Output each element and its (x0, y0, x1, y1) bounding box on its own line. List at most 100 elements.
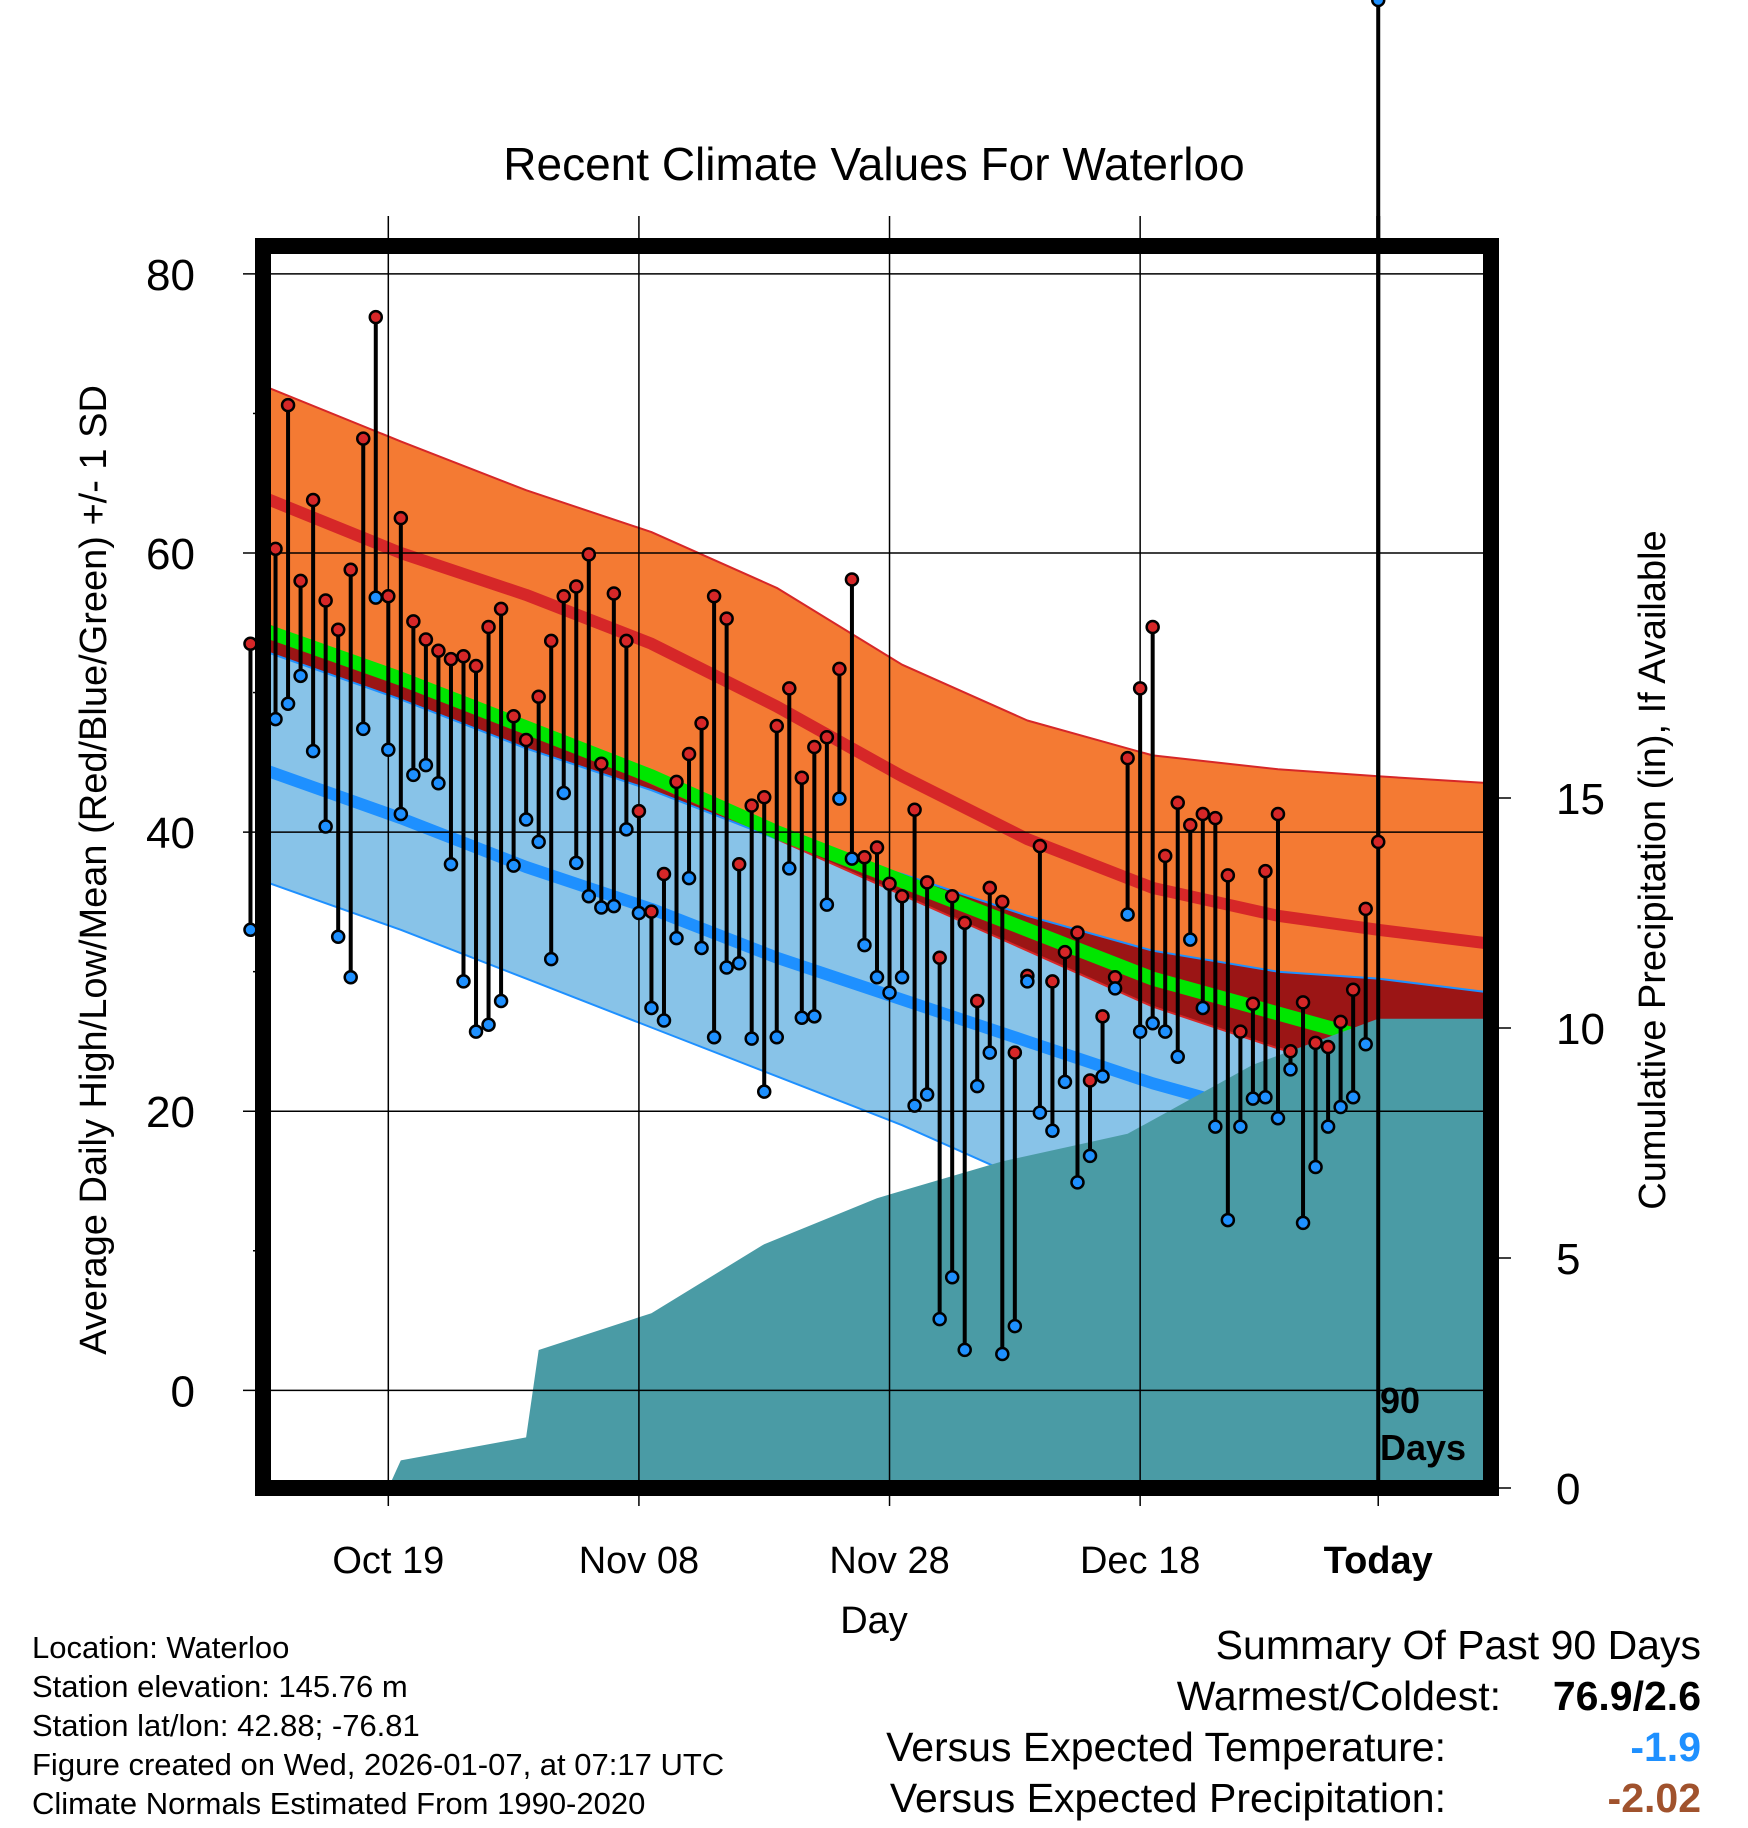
daily-low-point (1183, 932, 1198, 947)
daily-low-point (1145, 1016, 1160, 1031)
daily-low-point (819, 897, 835, 912)
daily-low-point (330, 929, 346, 945)
daily-low-point (431, 776, 446, 791)
daily-low-point (468, 1024, 484, 1039)
daily-high-point (944, 889, 960, 904)
daily-high-point (431, 643, 446, 658)
daily-low-point (995, 1346, 1010, 1362)
info-latlon: Station lat/lon: 42.88; -76.81 (32, 1708, 420, 1743)
daily-low-point (481, 1017, 496, 1032)
daily-low-point (243, 922, 258, 938)
normal-mean-line (263, 623, 1491, 1070)
y2-tick-label: 5 (1556, 1235, 1580, 1284)
daily-low-point (443, 856, 459, 872)
chart-title: Recent Climate Values For Waterloo (503, 138, 1244, 190)
daily-low-point (706, 1030, 722, 1045)
info-location: Location: Waterloo (32, 1630, 290, 1665)
daily-low-point (456, 974, 471, 989)
daily-high-point (355, 431, 371, 446)
daily-low-point (1057, 1074, 1073, 1090)
daily-low-point (944, 1270, 960, 1285)
daily-low-point (556, 785, 571, 801)
daily-low-point (969, 1078, 985, 1094)
daily-low-point (1020, 974, 1035, 989)
daily-high-point (1057, 944, 1073, 960)
y-tick-label: 0 (171, 1367, 195, 1416)
y2-axis-label: Cumulative Precipitation (in), If Availa… (1632, 530, 1674, 1209)
daily-high-point (894, 889, 910, 904)
daily-low-point (719, 960, 734, 975)
daily-high-point (531, 689, 546, 704)
daily-high-point (268, 541, 283, 557)
daily-low-point (581, 889, 597, 904)
daily-high-point (631, 803, 647, 819)
daily-low-point (631, 905, 647, 921)
daily-high-point (1295, 995, 1311, 1010)
daily-low-point (782, 861, 797, 876)
daily-high-point (368, 309, 384, 325)
daily-low-point (493, 993, 509, 1009)
daily-low-point (518, 812, 534, 827)
daily-high-point (594, 756, 609, 771)
daily-high-point (694, 716, 709, 731)
daily-low-point (1345, 1090, 1361, 1105)
daily-low-point (769, 1030, 785, 1045)
high-sd-band (263, 385, 1491, 1098)
daily-high-point (1195, 806, 1211, 822)
high-plus-sd-line (263, 384, 1491, 785)
daily-low-point (1245, 1091, 1261, 1106)
daily-low-point (318, 819, 333, 834)
daily-high-point (293, 573, 308, 589)
daily-high-point (1208, 810, 1223, 826)
daily-low-point (957, 1342, 972, 1358)
daily-high-point (1233, 1024, 1248, 1039)
daily-high-point (1145, 619, 1160, 635)
daily-low-point (894, 969, 910, 985)
daily-high-point (932, 950, 947, 965)
x-tick-label: Today (1324, 1540, 1433, 1582)
daily-high-point (1258, 863, 1273, 879)
daily-low-point (368, 590, 384, 605)
daily-low-point (531, 834, 546, 850)
daily-low-point (1220, 1212, 1236, 1228)
daily-high-point (1345, 982, 1361, 998)
daily-low-point (1333, 1099, 1348, 1115)
warmest-coldest-label: Warmest/Coldest: (1176, 1673, 1501, 1719)
daily-low-point (644, 1000, 659, 1016)
daily-high-point (832, 661, 847, 677)
daily-high-point (393, 510, 409, 526)
precip-departure-value: -2.02 (1607, 1775, 1701, 1821)
daily-high-point (406, 614, 421, 629)
daily-low-point (844, 851, 860, 866)
daily-high-point (1157, 848, 1173, 864)
daily-low-point (1320, 1119, 1336, 1134)
daily-high-point (280, 397, 296, 413)
daily-high-point (443, 651, 459, 667)
daily-high-point (418, 632, 434, 647)
daily-low-point (857, 937, 872, 953)
daily-low-point (280, 696, 296, 711)
daily-high-point (782, 681, 797, 696)
daily-high-point (1358, 901, 1373, 917)
daily-high-point (744, 798, 759, 813)
daily-high-point (456, 649, 471, 664)
daily-low-point (1358, 1036, 1373, 1052)
today-marker-line2: Days (1380, 1427, 1466, 1468)
daily-high-point (1283, 1043, 1298, 1059)
daily-high-point (995, 894, 1010, 910)
daily-high-point (669, 774, 684, 790)
band-overlap (263, 622, 1491, 1098)
daily-high-point (1032, 838, 1048, 854)
daily-low-point (343, 969, 358, 985)
daily-low-point (744, 1031, 759, 1046)
daily-low-point (1370, 0, 1386, 8)
daily-low-point (669, 930, 684, 946)
daily-high-point (1333, 1014, 1348, 1030)
daily-high-point (681, 746, 697, 762)
daily-high-point (1045, 974, 1060, 989)
daily-high-point (243, 636, 258, 651)
daily-low-point (756, 1084, 772, 1099)
daily-high-point (1082, 1073, 1098, 1088)
daily-low-point (794, 1010, 810, 1025)
daily-high-point (731, 856, 747, 872)
